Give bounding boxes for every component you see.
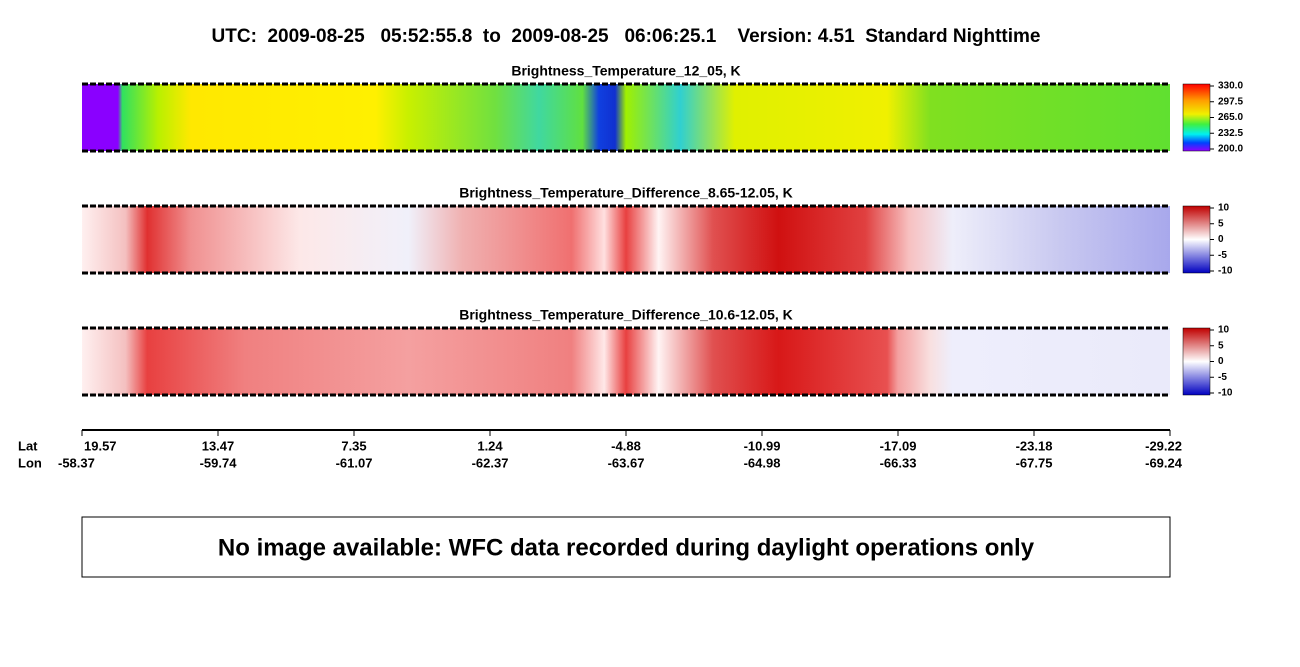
- colorbar-tick-label: -10: [1218, 388, 1233, 399]
- lat-tick-label: -29.22: [1145, 438, 1182, 453]
- lat-tick-label: 1.24: [477, 438, 503, 453]
- lat-label: Lat: [18, 438, 38, 453]
- lon-tick-label: -64.98: [744, 455, 781, 470]
- lon-label: Lon: [18, 455, 42, 470]
- colorbar-tick-label: 0: [1218, 356, 1224, 367]
- lon-tick-label: -62.37: [472, 455, 509, 470]
- lon-tick-label: -66.33: [880, 455, 917, 470]
- lat-tick-label: -10.99: [744, 438, 781, 453]
- lon-tick-label: -58.37: [58, 455, 95, 470]
- colorbar-tick-label: 5: [1218, 218, 1224, 229]
- panel-title: Brightness_Temperature_12_05, K: [511, 63, 740, 79]
- lon-tick-label: -67.75: [1016, 455, 1053, 470]
- panel-image: [82, 328, 1170, 395]
- colorbar-tick-label: 200.0: [1218, 144, 1243, 155]
- panel-title: Brightness_Temperature_Difference_8.65-1…: [459, 185, 793, 201]
- colorbar-tick-label: 297.5: [1218, 96, 1243, 107]
- lat-tick-label: 7.35: [341, 438, 366, 453]
- colorbar-tick-label: 5: [1218, 340, 1224, 351]
- page-title: UTC: 2009-08-25 05:52:55.8 to 2009-08-25…: [212, 26, 1041, 47]
- lon-tick-label: -69.24: [1145, 455, 1183, 470]
- panel-title: Brightness_Temperature_Difference_10.6-1…: [459, 307, 793, 323]
- colorbar-tick-label: 10: [1218, 203, 1230, 214]
- lat-tick-label: 19.57: [84, 438, 117, 453]
- colorbar: [1182, 327, 1211, 396]
- lon-tick-label: -61.07: [336, 455, 373, 470]
- lat-tick-label: -23.18: [1016, 438, 1053, 453]
- colorbar: [1182, 205, 1211, 274]
- notice-box: [81, 516, 1171, 578]
- colorbar-tick-label: -5: [1218, 250, 1227, 261]
- notice: No image available: WFC data recorded du…: [218, 534, 1035, 561]
- panel-image: [82, 206, 1170, 273]
- lon-tick-label: -59.74: [200, 455, 238, 470]
- lat-tick-label: -17.09: [880, 438, 917, 453]
- lat-tick-label: -4.88: [611, 438, 641, 453]
- colorbar-tick-label: 10: [1218, 325, 1230, 336]
- lon-tick-label: -63.67: [608, 455, 645, 470]
- colorbar-tick-label: 232.5: [1218, 128, 1243, 139]
- colorbar-tick-label: 265.0: [1218, 112, 1243, 123]
- colorbar: [1182, 83, 1211, 152]
- colorbar-tick-label: -10: [1218, 266, 1233, 277]
- colorbar-tick-label: -5: [1218, 372, 1227, 383]
- lat-tick-label: 13.47: [202, 438, 235, 453]
- colorbar-tick-label: 0: [1218, 234, 1224, 245]
- colorbar-tick-label: 330.0: [1218, 81, 1243, 92]
- panel-image: [82, 84, 1170, 151]
